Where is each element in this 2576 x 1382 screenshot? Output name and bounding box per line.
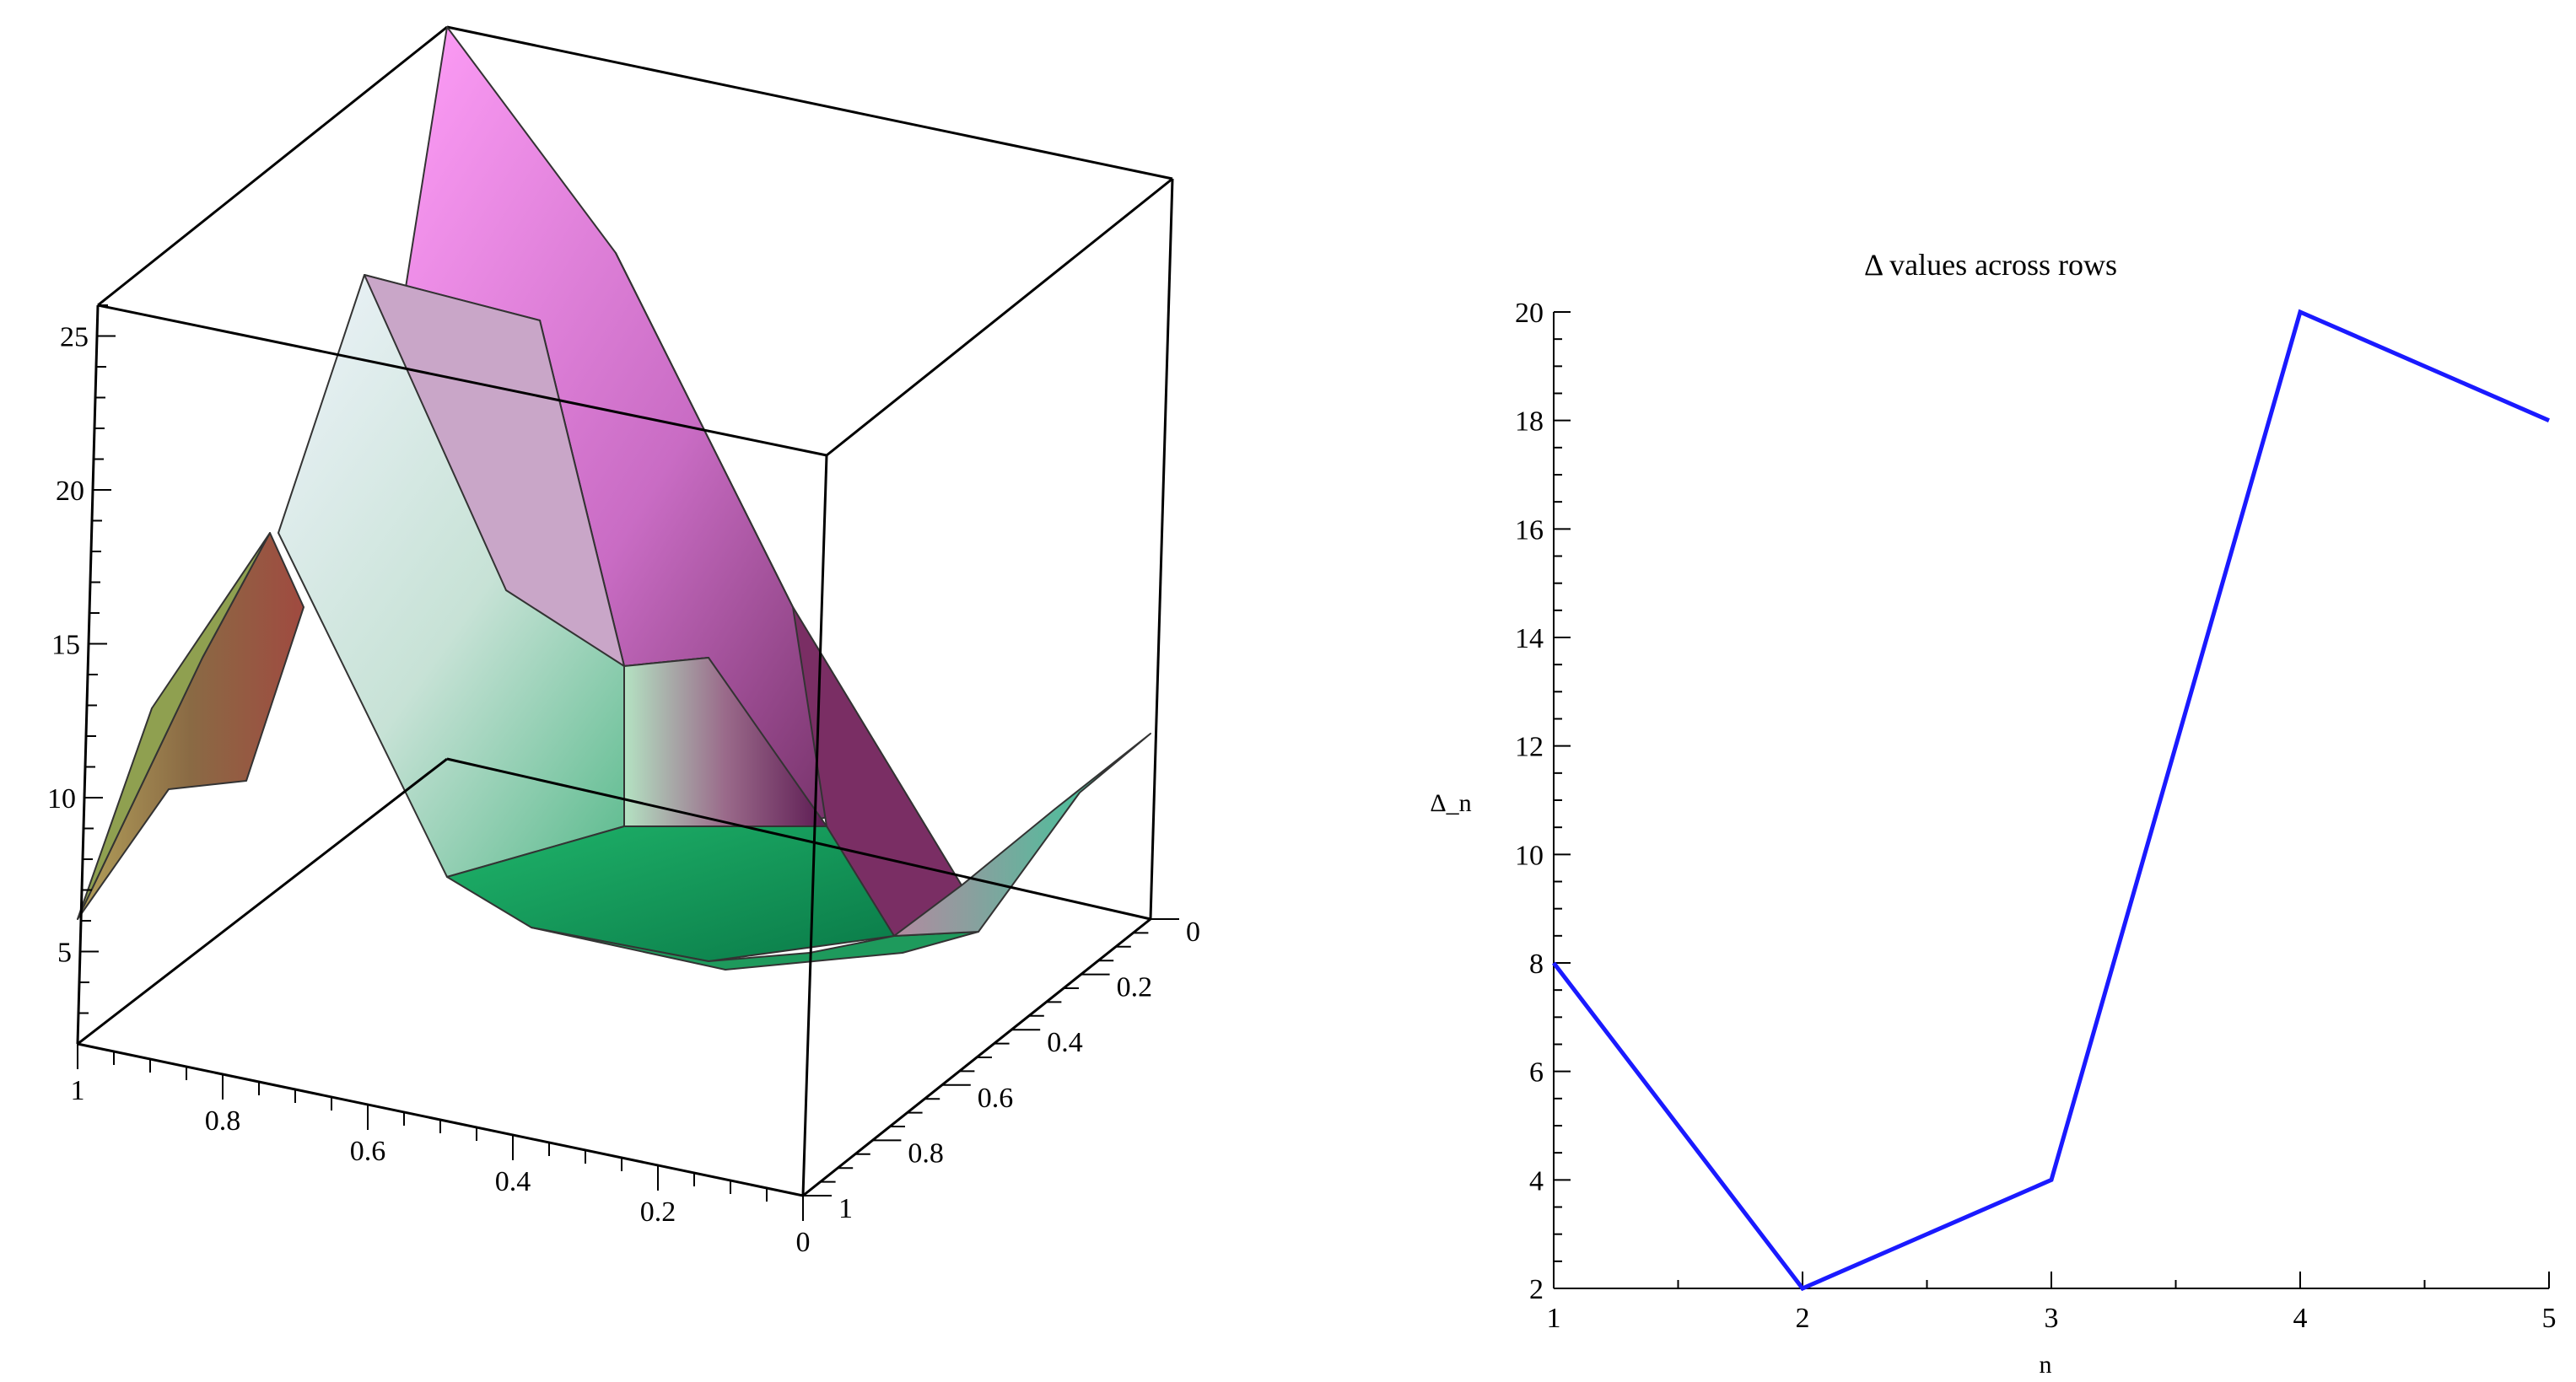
y-tick-label: 12 — [1515, 732, 1544, 763]
front-tick-label: 0.6 — [350, 1136, 386, 1167]
surface-face — [77, 532, 304, 920]
chart-series — [1552, 309, 2550, 1292]
chart-title: Δ values across rows — [1864, 248, 2117, 282]
series-line — [1552, 309, 2550, 1292]
right-tick-label: 0 — [1186, 917, 1200, 948]
y-tick-label: 4 — [1529, 1165, 1544, 1196]
front-axis-ticks: 1 0.8 0.6 0.4 0.2 0 — [71, 1044, 811, 1258]
y-axis-label: Δ_n — [1430, 789, 1471, 817]
y-tick-label: 6 — [1529, 1057, 1544, 1089]
y-tick-label: 16 — [1515, 514, 1544, 546]
right-tick-label: 0.6 — [978, 1083, 1014, 1114]
z-tick-label: 20 — [56, 476, 84, 507]
right-tick-label: 0.8 — [908, 1137, 944, 1169]
x-tick-label: 3 — [2045, 1303, 2059, 1334]
x-tick-label: 5 — [2542, 1303, 2557, 1334]
y-tick-label: 18 — [1515, 406, 1544, 438]
x-tick-label: 2 — [1796, 1303, 1810, 1334]
right-tick-label: 0.2 — [1117, 972, 1153, 1003]
right-tick-label: 0.4 — [1047, 1027, 1083, 1058]
y-tick-label: 20 — [1515, 298, 1544, 329]
y-tick-label: 10 — [1515, 840, 1544, 871]
x-tick-label: 4 — [2293, 1303, 2308, 1334]
surface-face — [77, 532, 271, 920]
front-tick-label: 0.4 — [495, 1166, 531, 1197]
surface-face — [893, 733, 1151, 937]
x-tick-label: 1 — [1547, 1303, 1561, 1334]
x-axis-label: n — [2040, 1351, 2052, 1379]
box-back-edges — [97, 25, 1174, 920]
surface-faces — [77, 26, 1151, 971]
surface-plot-3d: 5 10 15 20 25 1 0.8 0.6 0.4 0.2 0 0 0.2 0.4 0.6 0.8 1 — [47, 25, 1200, 1258]
right-axis-ticks: 0 0.2 0.4 0.6 0.8 1 — [803, 917, 1200, 1224]
front-tick-label: 0.2 — [640, 1196, 676, 1228]
z-tick-label: 25 — [60, 322, 89, 353]
chart-axes — [1553, 312, 2549, 1289]
z-tick-label: 15 — [51, 630, 80, 661]
y-tick-label: 8 — [1529, 949, 1544, 980]
front-tick-label: 0 — [796, 1227, 811, 1258]
z-tick-label: 10 — [47, 783, 76, 815]
front-tick-label: 0.8 — [205, 1105, 241, 1137]
y-tick-label: 2 — [1529, 1274, 1544, 1305]
front-tick-label: 1 — [71, 1075, 85, 1106]
z-tick-label: 5 — [57, 938, 72, 969]
y-tick-label: 14 — [1515, 623, 1544, 654]
z-axis-ticks: 5 10 15 20 25 — [47, 304, 116, 1014]
right-tick-label: 1 — [838, 1193, 853, 1224]
